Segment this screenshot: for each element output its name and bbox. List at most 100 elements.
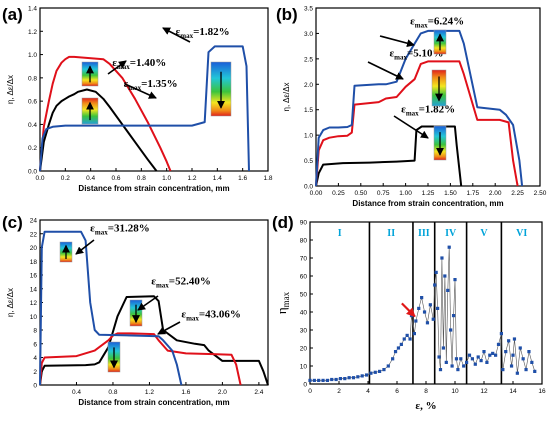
annotation-value: =1.40% — [130, 57, 167, 69]
data-point — [399, 342, 403, 346]
x-tick-label: 2.25 — [511, 190, 524, 197]
data-point — [343, 377, 347, 381]
y-tick-label: 4 — [33, 355, 37, 362]
y-tick-label: 1.4 — [28, 6, 37, 13]
annotation: εmax=1.82% — [176, 26, 230, 40]
annotation-value: =6.24% — [428, 15, 465, 27]
annotation: εmax=1.35% — [124, 78, 178, 92]
x-tick-label: 0.4 — [72, 389, 81, 396]
data-point — [530, 360, 534, 364]
y-tick-label: 0.0 — [304, 184, 313, 191]
data-point — [527, 350, 531, 354]
region-label: I — [338, 228, 342, 239]
x-tick-label: 1.8 — [263, 175, 272, 182]
annotation-sub: max — [95, 229, 108, 237]
annotation: εmax=31.28% — [90, 223, 150, 237]
data-point — [441, 346, 445, 350]
x-tick-label: 2.0 — [218, 389, 227, 396]
region-label: V — [480, 228, 488, 239]
x-tick-label: 0.4 — [86, 175, 95, 182]
y-tick-label: 40 — [300, 310, 308, 317]
data-point — [476, 355, 480, 359]
region-label: II — [387, 228, 395, 239]
data-point — [414, 319, 418, 323]
x-tick-label: 1.4 — [213, 175, 222, 182]
data-point — [511, 353, 515, 357]
x-tick-label: 0.50 — [354, 190, 367, 197]
data-point — [338, 377, 343, 381]
y-tick-label: 14 — [30, 286, 38, 293]
inset-a2 — [81, 97, 99, 125]
plot-frame — [315, 7, 541, 187]
data-point — [434, 270, 438, 274]
annotation-sub: max — [186, 315, 199, 323]
series-line-black — [315, 125, 463, 187]
data-point — [488, 353, 492, 357]
series-line-red — [315, 60, 519, 187]
panel-label: (a) — [2, 5, 23, 24]
data-point — [512, 337, 517, 341]
data-point — [436, 306, 440, 310]
data-point — [360, 374, 364, 378]
inset-a1 — [81, 61, 99, 87]
data-point — [382, 368, 386, 372]
data-point — [467, 353, 472, 357]
data-point — [356, 375, 360, 379]
region-label: III — [418, 228, 430, 239]
data-point — [396, 346, 401, 350]
data-point — [518, 346, 522, 350]
annotation-prefix: ε — [389, 47, 394, 59]
data-point — [524, 368, 528, 372]
data-point — [437, 355, 441, 359]
x-tick-label: 2.4 — [254, 389, 263, 396]
pointer-arrow — [162, 27, 191, 43]
annotation: εmax=52.40% — [151, 276, 211, 290]
x-tick-label: 0.25 — [332, 190, 345, 197]
x-tick-label: 4 — [366, 388, 370, 395]
x-tick-label: 2.50 — [534, 190, 547, 197]
inset-b3 — [433, 125, 447, 161]
x-tick-label: 2 — [337, 388, 341, 395]
data-point — [373, 370, 377, 374]
annotation: εmax=6.24% — [410, 15, 464, 29]
x-tick-label: 0.0 — [35, 175, 44, 182]
data-point — [438, 368, 443, 372]
data-point — [334, 377, 338, 382]
data-point — [451, 314, 456, 318]
data-point — [443, 274, 447, 278]
series-line-black — [39, 295, 269, 386]
x-tick-label: 0.2 — [61, 175, 70, 182]
x-tick-label: 0.6 — [111, 175, 120, 182]
pointer-arrow — [157, 321, 181, 335]
data-point — [465, 360, 469, 364]
y-tick-label: 12 — [30, 300, 38, 307]
data-point — [393, 350, 398, 354]
x-tick-label: 0.8 — [108, 389, 117, 396]
inset-c2 — [129, 299, 143, 327]
y-tick-label: 0.6 — [28, 99, 37, 106]
annotation-sub: max — [156, 282, 169, 290]
pointer-arrow — [107, 60, 127, 75]
x-axis-label: ε, % — [415, 400, 436, 412]
y-tick-label: 1.0 — [304, 133, 313, 140]
pointer-arrow — [137, 295, 159, 311]
y-tick-label: 1.5 — [304, 107, 313, 114]
y-tick-label: 16 — [30, 273, 38, 280]
data-point — [507, 339, 511, 343]
annotation-prefix: ε — [151, 276, 156, 288]
data-point — [412, 332, 416, 336]
annotation-prefix: ε — [181, 309, 186, 321]
y-tick-label: 20 — [30, 245, 38, 252]
x-tick-label: 0.75 — [377, 190, 390, 197]
data-point — [533, 369, 537, 373]
data-point — [450, 364, 454, 368]
y-tick-label: 2.0 — [304, 82, 313, 89]
y-tick-label: 6 — [33, 341, 37, 348]
y-tick-label: 24 — [30, 218, 38, 225]
y-tick-label: 50 — [300, 292, 308, 299]
data-point — [317, 378, 321, 382]
annotation-value: =52.40% — [169, 276, 211, 288]
series-line-blue — [315, 29, 524, 187]
annotation-value: =1.82% — [419, 103, 456, 115]
y-axis-label: η, Δε/Δx — [6, 75, 15, 104]
